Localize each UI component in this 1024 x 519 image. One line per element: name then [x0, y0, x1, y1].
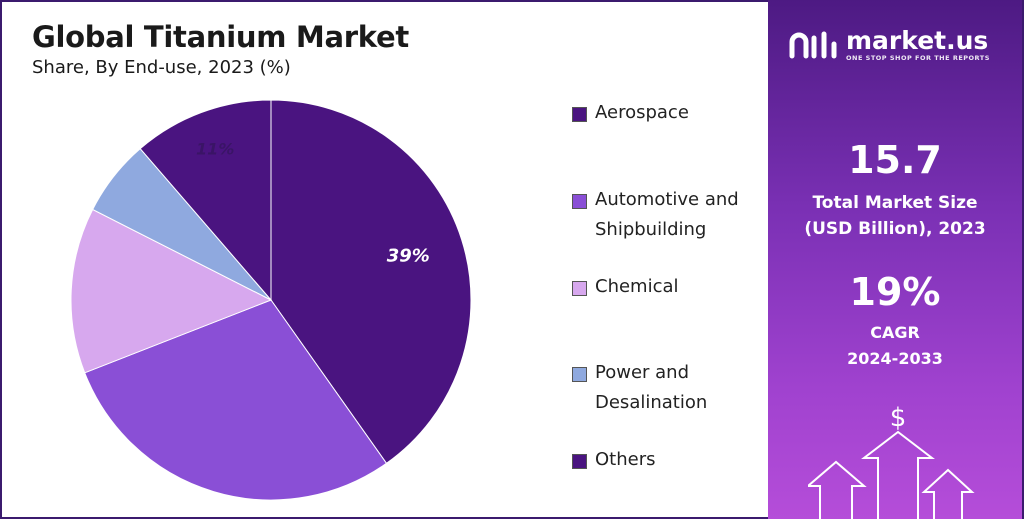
legend-swatch-aerospace [572, 107, 587, 122]
cagr-block: 19% CAGR 2024-2033 [768, 270, 1022, 372]
pie-data-label-others: 11% [196, 140, 234, 159]
legend-swatch-automotive [572, 194, 587, 209]
legend-item-power: Power and Desalination [572, 358, 780, 418]
cagr-label-line2: 2024-2033 [847, 349, 943, 368]
legend-swatch-others [572, 454, 587, 469]
legend-item-automotive: Automotive and Shipbuilding [572, 185, 780, 245]
legend-label-others: Others [595, 449, 656, 470]
market-us-logo-icon [789, 31, 837, 59]
cagr-value: 19% [849, 270, 941, 314]
pie-slice-others [139, 99, 272, 302]
market-size-block: 15.7 Total Market Size (USD Billion), 20… [768, 138, 1022, 242]
growth-arrows-icon: $ [808, 403, 975, 519]
legend-item-aerospace: Aerospace [572, 98, 780, 128]
legend-swatch-power [572, 367, 587, 382]
info-panel: market.us ONE STOP SHOP FOR THE REPORTS … [768, 0, 1022, 519]
pie-slice-aerospace [270, 99, 472, 465]
legend-swatch-chemical [572, 281, 587, 296]
dollar-icon: $ [890, 403, 907, 433]
brand-name: market.us [846, 26, 989, 55]
brand-tagline: ONE STOP SHOP FOR THE REPORTS [846, 54, 990, 62]
legend-label-chemical: Chemical [595, 276, 679, 297]
brand: market.us ONE STOP SHOP FOR THE REPORTS [788, 28, 990, 62]
market-size-label-line2: (USD Billion), 2023 [804, 219, 986, 239]
pie-chart: 39% 11% [70, 99, 472, 501]
pie-slice-automotive-and-shipbuilding [84, 299, 388, 501]
legend-label-power: Power and Desalination [595, 362, 708, 413]
chart-title: Global Titanium Market [32, 20, 409, 54]
pie-data-label-aerospace: 39% [387, 245, 430, 266]
pie-slice-chemical [70, 208, 273, 374]
legend-label-automotive: Automotive and Shipbuilding [595, 189, 739, 240]
cagr-label-line1: CAGR [870, 323, 920, 342]
legend-label-aerospace: Aerospace [595, 102, 689, 123]
legend-item-others: Others [572, 445, 780, 475]
legend-item-chemical: Chemical [572, 272, 780, 302]
market-size-label-line1: Total Market Size [812, 193, 978, 213]
market-size-value: 15.7 [848, 138, 942, 182]
chart-subtitle: Share, By End-use, 2023 (%) [32, 57, 291, 78]
